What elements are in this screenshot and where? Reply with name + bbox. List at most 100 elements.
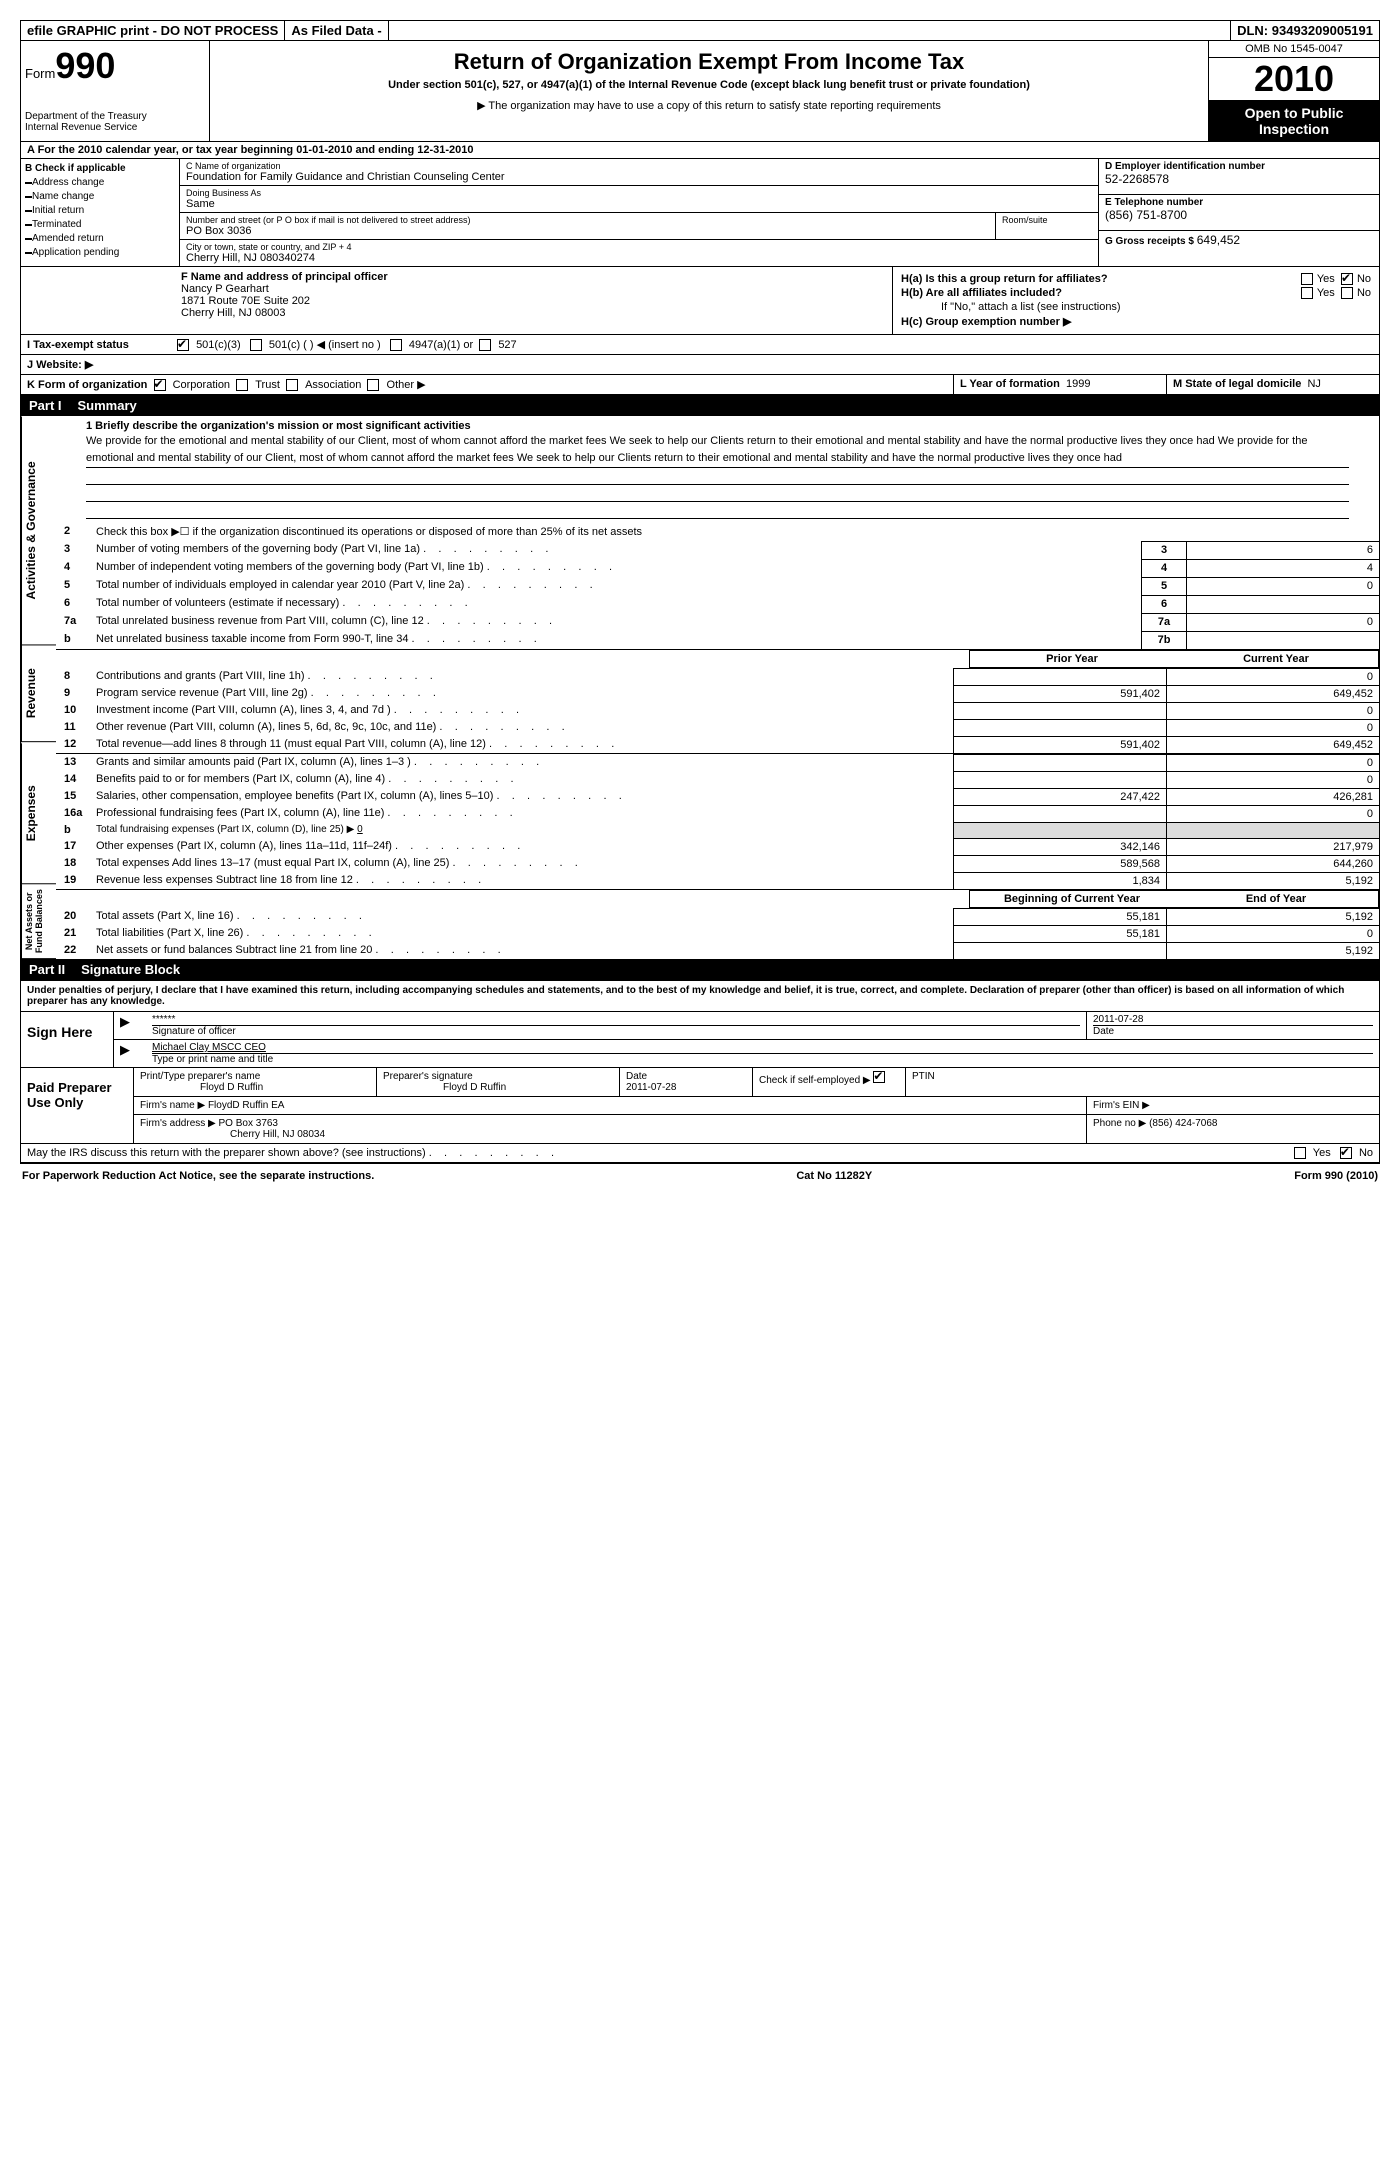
check-4947[interactable] (390, 339, 402, 351)
arrow-icon: ▶ (120, 1014, 130, 1029)
data-row: 18Total expenses Add lines 13–17 (must e… (56, 855, 1379, 872)
dept-treasury: Department of the Treasury Internal Reve… (25, 111, 205, 133)
form-number: Form990 (25, 45, 205, 87)
data-row: 21Total liabilities (Part X, line 26)55,… (56, 925, 1379, 942)
data-row: 8Contributions and grants (Part VIII, li… (56, 668, 1379, 685)
data-row: 17Other expenses (Part IX, column (A), l… (56, 838, 1379, 855)
check-terminated[interactable]: Terminated (25, 219, 175, 230)
h-a: H(a) Is this a group return for affiliat… (901, 273, 1371, 285)
check-address-change[interactable]: Address change (25, 177, 175, 188)
data-row: 16aProfessional fundraising fees (Part I… (56, 805, 1379, 822)
data-row: bTotal fundraising expenses (Part IX, co… (56, 822, 1379, 838)
part-2-header: Part IISignature Block (21, 959, 1379, 980)
hb-note: If "No," attach a list (see instructions… (901, 301, 1371, 313)
check-501c[interactable] (250, 339, 262, 351)
self-employed-check[interactable] (873, 1071, 885, 1083)
discuss-no[interactable] (1340, 1147, 1352, 1159)
data-row: 14Benefits paid to or for members (Part … (56, 771, 1379, 788)
org-name-block: C Name of organization Foundation for Fa… (180, 159, 1098, 186)
data-row: 11Other revenue (Part VIII, column (A), … (56, 719, 1379, 736)
officer-signature[interactable]: ****** (152, 1014, 1080, 1026)
governance-row: 6Total number of volunteers (estimate if… (56, 595, 1379, 613)
perjury-statement: Under penalties of perjury, I declare th… (21, 980, 1379, 1011)
phone-block: E Telephone number (856) 751-8700 (1099, 195, 1379, 231)
as-filed-label: As Filed Data - (285, 21, 388, 40)
check-name-change[interactable]: Name change (25, 191, 175, 202)
check-trust[interactable] (236, 379, 248, 391)
page-footer: For Paperwork Reduction Act Notice, see … (20, 1164, 1380, 1188)
governance-row: 5Total number of individuals employed in… (56, 577, 1379, 595)
ha-no[interactable] (1341, 273, 1353, 285)
sign-here-label: Sign Here (21, 1012, 114, 1067)
check-assoc[interactable] (286, 379, 298, 391)
room-suite: Room/suite (996, 213, 1098, 239)
header-left: Form990 Department of the Treasury Inter… (21, 41, 210, 141)
hb-yes[interactable] (1301, 287, 1313, 299)
mission-block: 1 Briefly describe the organization's mi… (56, 416, 1379, 523)
part-1-header: Part ISummary (21, 395, 1379, 416)
dba-block: Doing Business As Same (180, 186, 1098, 213)
hb-no[interactable] (1341, 287, 1353, 299)
rev-header: Prior Year Current Year (56, 649, 1379, 668)
tax-year: 2010 (1209, 58, 1379, 101)
summary-table: Activities & Governance Revenue Expenses… (21, 416, 1379, 959)
data-row: 9Program service revenue (Part VIII, lin… (56, 685, 1379, 702)
data-row: 22Net assets or fund balances Subtract l… (56, 942, 1379, 959)
section-fh: F Name and address of principal officer … (21, 267, 1379, 335)
spacer (389, 21, 1231, 40)
check-pending[interactable]: Application pending (25, 247, 175, 258)
paid-preparer-block: Paid Preparer Use Only Print/Type prepar… (21, 1067, 1379, 1144)
governance-row: 3Number of voting members of the governi… (56, 541, 1379, 559)
governance-row: 4Number of independent voting members of… (56, 559, 1379, 577)
section-c: C Name of organization Foundation for Fa… (180, 159, 1098, 266)
dln: DLN: 93493209005191 (1231, 21, 1379, 40)
officer-name: Michael Clay MSCC CEO (152, 1042, 1373, 1054)
section-b-checkboxes: B Check if applicable Address change Nam… (21, 159, 180, 266)
na-header: Beginning of Current Year End of Year (56, 889, 1379, 908)
form-ref: Form 990 (2010) (1294, 1170, 1378, 1182)
sign-date: 2011-07-28 (1093, 1014, 1373, 1026)
check-corp[interactable] (154, 379, 166, 391)
pra-notice: For Paperwork Reduction Act Notice, see … (22, 1170, 374, 1182)
data-row: 12Total revenue—add lines 8 through 11 (… (56, 736, 1379, 753)
sign-here-block: Sign Here ▶ ****** Signature of officer … (21, 1011, 1379, 1067)
section-bcd: B Check if applicable Address change Nam… (21, 159, 1379, 267)
side-netassets: Net Assets or Fund Balances (21, 884, 56, 959)
h-c: H(c) Group exemption number ▶ (901, 315, 1371, 328)
governance-row: 2Check this box ▶☐ if the organization d… (56, 523, 1379, 541)
form-note: ▶ The organization may have to use a cop… (218, 99, 1200, 112)
data-row: 13Grants and similar amounts paid (Part … (56, 754, 1379, 771)
check-501c3[interactable] (177, 339, 189, 351)
side-revenue: Revenue (21, 645, 56, 742)
check-amended[interactable]: Amended return (25, 233, 175, 244)
form-subtitle: Under section 501(c), 527, or 4947(a)(1)… (218, 79, 1200, 91)
header-right: OMB No 1545-0047 2010 Open to PublicInsp… (1208, 41, 1379, 141)
paid-preparer-label: Paid Preparer Use Only (21, 1068, 134, 1143)
row-i-tax-exempt: I Tax-exempt status 501(c)(3) 501(c) ( )… (21, 335, 1379, 355)
section-b-label: B Check if applicable (25, 163, 175, 174)
check-527[interactable] (479, 339, 491, 351)
principal-officer: F Name and address of principal officer … (21, 267, 893, 334)
side-governance: Activities & Governance (21, 416, 56, 645)
discuss-yes[interactable] (1294, 1147, 1306, 1159)
check-initial-return[interactable]: Initial return (25, 205, 175, 216)
arrow-icon: ▶ (120, 1042, 130, 1057)
check-other[interactable] (367, 379, 379, 391)
data-row: 19Revenue less expenses Subtract line 18… (56, 872, 1379, 889)
data-row: 15Salaries, other compensation, employee… (56, 788, 1379, 805)
row-a-tax-year: A For the 2010 calendar year, or tax yea… (21, 142, 1379, 159)
gross-receipts: G Gross receipts $ 649,452 (1099, 231, 1379, 266)
efile-notice: efile GRAPHIC print - DO NOT PROCESS (21, 21, 285, 40)
omb-number: OMB No 1545-0047 (1209, 41, 1379, 58)
h-b: H(b) Are all affiliates included? Yes No (901, 287, 1371, 299)
ha-yes[interactable] (1301, 273, 1313, 285)
form-990-page: efile GRAPHIC print - DO NOT PROCESS As … (20, 20, 1380, 1164)
data-row: 20Total assets (Part X, line 16)55,1815,… (56, 908, 1379, 925)
row-k: K Form of organization Corporation Trust… (21, 375, 1379, 395)
form-title: Return of Organization Exempt From Incom… (218, 49, 1200, 75)
section-h: H(a) Is this a group return for affiliat… (893, 267, 1379, 334)
governance-row: 7aTotal unrelated business revenue from … (56, 613, 1379, 631)
form-header: Form990 Department of the Treasury Inter… (21, 41, 1379, 142)
top-bar: efile GRAPHIC print - DO NOT PROCESS As … (21, 21, 1379, 41)
side-expenses: Expenses (21, 743, 56, 884)
